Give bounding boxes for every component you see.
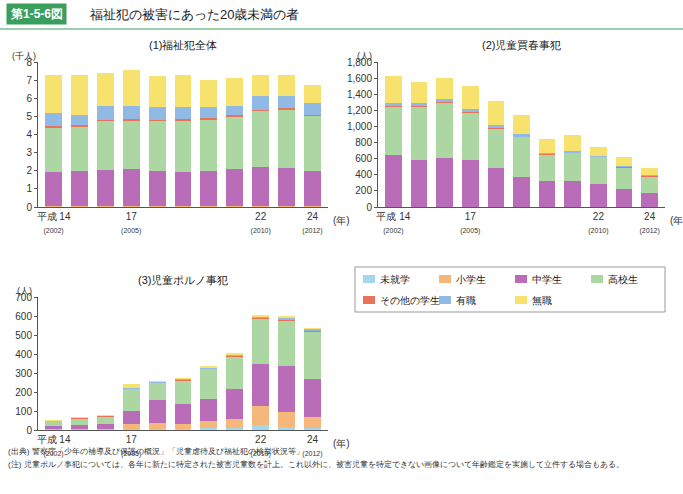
svg-text:24(2012): 24(2012) <box>640 211 660 235</box>
svg-text:200: 200 <box>15 387 32 398</box>
svg-text:300: 300 <box>15 368 32 379</box>
svg-text:(出典) 警察庁「少年の補導及び保護の概況」「児童虐待及び福: (出典) 警察庁「少年の補導及び保護の概況」「児童虐待及び福祉犯の検挙状況等」 <box>8 447 304 456</box>
svg-text:(年): (年) <box>333 215 350 226</box>
svg-text:6: 6 <box>26 93 32 104</box>
svg-text:17(2005): 17(2005) <box>121 211 141 235</box>
svg-text:200: 200 <box>355 185 372 196</box>
svg-text:800: 800 <box>355 137 372 148</box>
svg-text:1,400: 1,400 <box>347 89 372 100</box>
svg-text:未就学: 未就学 <box>380 274 410 285</box>
svg-text:(年): (年) <box>333 438 350 449</box>
svg-text:0: 0 <box>366 202 372 213</box>
svg-text:第1-5-6図: 第1-5-6図 <box>10 7 63 21</box>
svg-text:22(2010): 22(2010) <box>251 434 271 458</box>
svg-text:3: 3 <box>26 147 32 158</box>
svg-text:(2)児童買春事犯: (2)児童買春事犯 <box>482 39 561 51</box>
svg-text:17(2005): 17(2005) <box>121 434 141 458</box>
svg-text:1,800: 1,800 <box>347 57 372 68</box>
svg-text:(人): (人) <box>357 51 372 61</box>
svg-text:(千人): (千人) <box>12 51 36 61</box>
svg-text:400: 400 <box>15 349 32 360</box>
svg-text:7: 7 <box>26 75 32 86</box>
svg-text:24(2012): 24(2012) <box>302 211 322 235</box>
svg-text:1,200: 1,200 <box>347 105 372 116</box>
svg-text:(人): (人) <box>17 286 32 296</box>
svg-text:平成 14(2002): 平成 14(2002) <box>37 211 71 235</box>
svg-text:(1)福祉犯全体: (1)福祉犯全体 <box>149 39 217 51</box>
svg-text:高校生: 高校生 <box>608 274 638 285</box>
svg-text:100: 100 <box>15 406 32 417</box>
svg-text:平成 14(2002): 平成 14(2002) <box>37 434 71 458</box>
svg-text:中学生: 中学生 <box>532 274 562 285</box>
svg-text:500: 500 <box>15 330 32 341</box>
svg-text:1: 1 <box>26 183 32 194</box>
svg-text:1,000: 1,000 <box>347 121 372 132</box>
svg-text:600: 600 <box>15 311 32 322</box>
svg-text:(3)児童ポルノ事犯: (3)児童ポルノ事犯 <box>138 274 228 286</box>
svg-text:5: 5 <box>26 111 32 122</box>
svg-text:17(2005): 17(2005) <box>460 211 480 235</box>
svg-text:22(2010): 22(2010) <box>588 211 608 235</box>
svg-text:2: 2 <box>26 165 32 176</box>
svg-text:平成 14(2002): 平成 14(2002) <box>376 211 410 235</box>
svg-text:8: 8 <box>26 57 32 68</box>
svg-text:22(2010): 22(2010) <box>251 211 271 235</box>
svg-text:0: 0 <box>26 425 32 436</box>
svg-text:有職: 有職 <box>456 295 476 306</box>
svg-text:1,600: 1,600 <box>347 73 372 84</box>
svg-text:その他の学生: その他の学生 <box>380 295 440 306</box>
svg-text:(年): (年) <box>670 215 683 226</box>
svg-text:(注) 児童ポルノ事犯については、各年に新たに特定された被害: (注) 児童ポルノ事犯については、各年に新たに特定された被害児童数を計上。これ以… <box>8 460 624 469</box>
svg-text:福祉犯の被害にあった20歳未満の者: 福祉犯の被害にあった20歳未満の者 <box>90 7 299 22</box>
svg-text:400: 400 <box>355 169 372 180</box>
svg-text:4: 4 <box>26 129 32 140</box>
svg-text:小学生: 小学生 <box>456 274 486 285</box>
svg-text:0: 0 <box>26 202 32 213</box>
svg-text:600: 600 <box>355 153 372 164</box>
svg-text:24(2012): 24(2012) <box>302 434 322 458</box>
svg-text:無職: 無職 <box>532 295 552 306</box>
svg-text:700: 700 <box>15 292 32 303</box>
